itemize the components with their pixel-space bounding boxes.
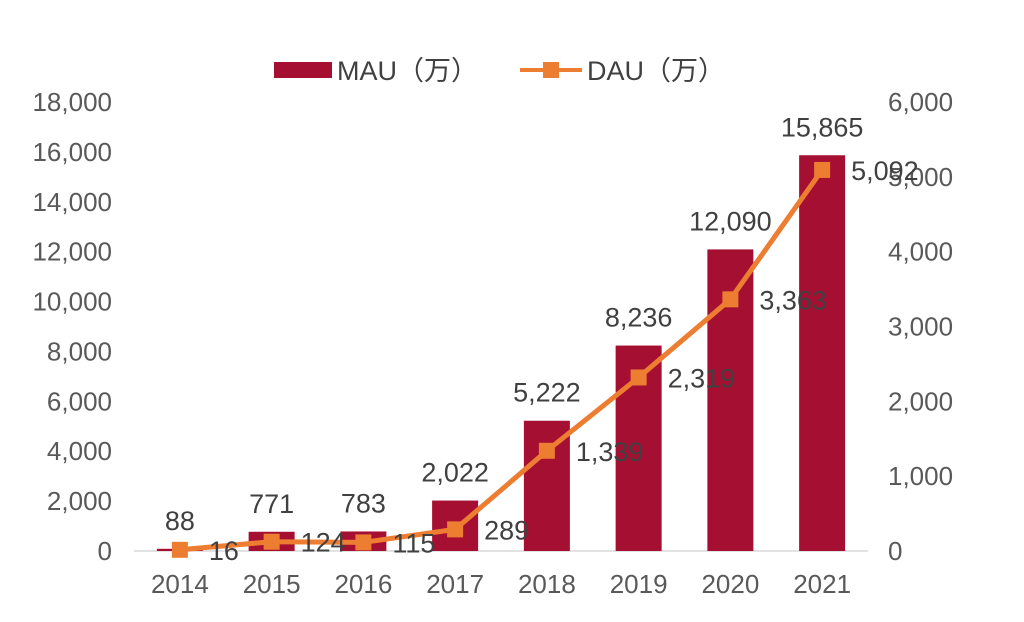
dau-value-label: 5,092 xyxy=(851,156,919,186)
left-tick-label: 8,000 xyxy=(47,336,112,366)
dau-value-label: 16 xyxy=(209,536,239,566)
legend-label-dau: DAU（万） xyxy=(587,56,725,86)
dau-value-label: 3,363 xyxy=(759,285,827,315)
dau-marker xyxy=(814,161,831,178)
mau-value-label: 2,022 xyxy=(421,458,489,488)
left-tick-label: 14,000 xyxy=(32,187,112,217)
mau-value-label: 15,865 xyxy=(781,112,864,142)
legend-swatch-mau xyxy=(274,62,332,78)
mau-bar xyxy=(523,420,570,551)
dau-markers xyxy=(171,161,831,558)
left-tick-label: 18,000 xyxy=(32,87,112,117)
right-tick-label: 6,000 xyxy=(888,87,953,117)
mau-value-label: 8,236 xyxy=(605,303,673,333)
dau-value-label: 2,319 xyxy=(668,363,736,393)
legend-marker-dau xyxy=(543,62,559,78)
dau-marker xyxy=(447,521,464,538)
left-tick-label: 16,000 xyxy=(32,137,112,167)
x-tick-label: 2021 xyxy=(793,569,851,599)
left-tick-label: 10,000 xyxy=(32,287,112,317)
right-tick-label: 3,000 xyxy=(888,312,953,342)
mau-value-label: 12,090 xyxy=(689,206,772,236)
x-tick-label: 2018 xyxy=(518,569,576,599)
mau-value-label: 88 xyxy=(165,506,195,536)
right-tick-label: 1,000 xyxy=(888,461,953,491)
dau-value-label: 289 xyxy=(484,515,529,545)
left-tick-label: 4,000 xyxy=(47,436,112,466)
dau-marker xyxy=(630,369,647,386)
dau-value-label: 124 xyxy=(301,528,346,558)
left-tick-label: 2,000 xyxy=(47,486,112,516)
mau-bar xyxy=(799,155,846,551)
dau-value-labels: 16 124 115 289 1,339 2,319 3,363 5,092 xyxy=(209,156,919,566)
mau-value-label: 771 xyxy=(249,489,294,519)
mau-value-label: 783 xyxy=(341,488,386,518)
left-axis: 0 2,000 4,000 6,000 8,000 10,000 12,000 14,000 1… xyxy=(32,87,112,566)
dau-marker xyxy=(355,534,372,551)
mau-value-labels: 88 771 783 2,022 5,222 8,236 12,090 15,865 xyxy=(165,112,864,536)
x-tick-label: 2019 xyxy=(610,569,668,599)
x-tick-label: 2015 xyxy=(243,569,301,599)
dau-marker xyxy=(722,291,739,308)
right-tick-label: 2,000 xyxy=(888,386,953,416)
right-tick-label: 5,000 xyxy=(888,162,953,192)
left-tick-label: 6,000 xyxy=(47,386,112,416)
x-tick-label: 2017 xyxy=(426,569,484,599)
legend: MAU（万） DAU（万） xyxy=(274,56,725,86)
dau-value-label: 1,339 xyxy=(576,437,644,467)
right-tick-label: 0 xyxy=(888,536,902,566)
dau-value-label: 115 xyxy=(392,528,435,558)
dau-marker xyxy=(171,541,188,558)
mau-bars xyxy=(156,155,846,551)
dau-line xyxy=(179,168,825,553)
left-tick-label: 12,000 xyxy=(32,237,112,267)
x-tick-label: 2020 xyxy=(701,569,759,599)
x-tick-label: 2016 xyxy=(334,569,392,599)
right-axis: 0 1,000 2,000 3,000 4,000 5,000 6,000 xyxy=(888,87,953,566)
mau-value-label: 5,222 xyxy=(513,378,581,408)
x-tick-label: 2014 xyxy=(151,569,209,599)
dau-marker xyxy=(263,533,280,550)
dau-marker xyxy=(538,442,555,459)
right-tick-label: 4,000 xyxy=(888,237,953,267)
x-axis: 2014 2015 2016 2017 2018 2019 2020 2021 xyxy=(151,569,851,599)
left-tick-label: 0 xyxy=(98,536,112,566)
legend-label-mau: MAU（万） xyxy=(337,56,478,86)
